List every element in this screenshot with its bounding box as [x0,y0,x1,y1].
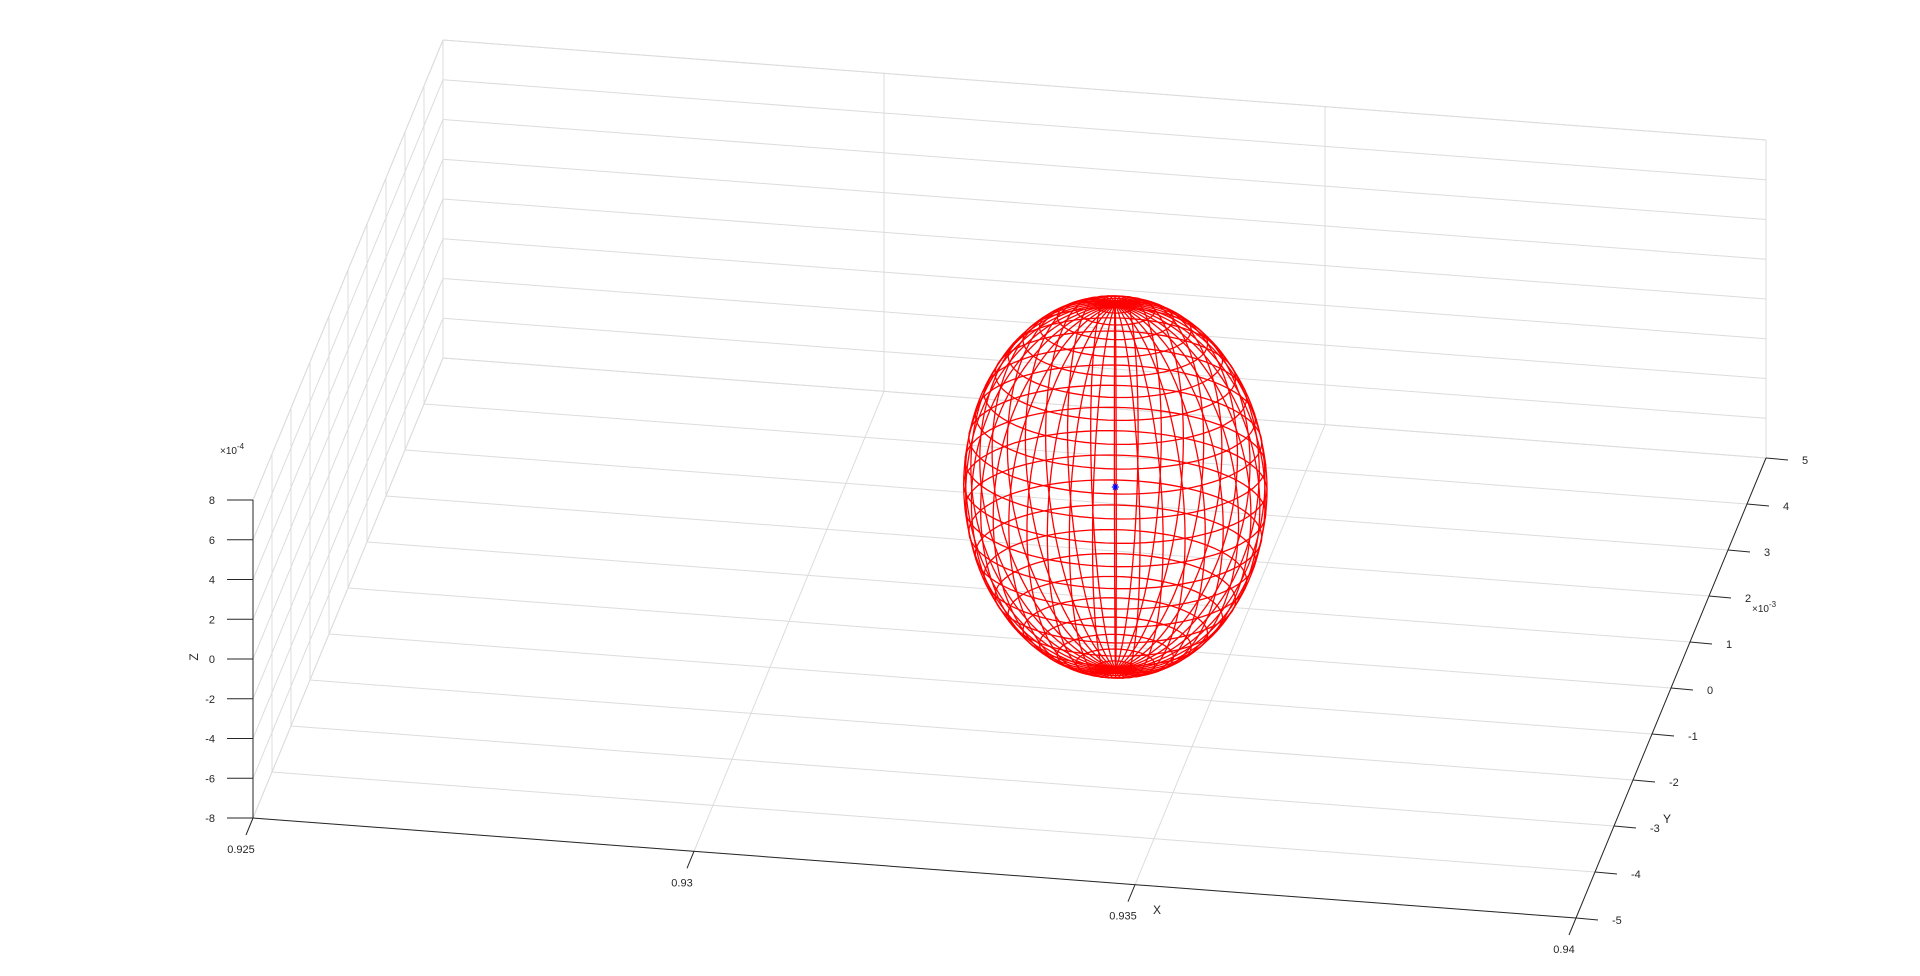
floor-grid-y-9 [423,403,1748,505]
z-tick-label-2: -4 [205,734,215,746]
z-tick-label-6: 4 [209,575,215,587]
x-tick-3 [1568,917,1577,936]
back-grid-z-3 [442,238,1767,340]
y-tick-6 [1689,641,1713,645]
mesh-parallel-19 [1022,597,1209,668]
mesh-parallel-12 [963,430,1268,544]
y-tick-9 [1746,503,1770,507]
z-tick-label-1: -6 [205,773,215,785]
y-tick-2 [1613,825,1637,829]
floor-grid-y-8 [404,449,1729,551]
center-marker-layer [1111,483,1119,491]
center-marker-stroke-3 [1112,484,1119,490]
back-grid-z-6 [442,119,1767,220]
y-tick-10 [1765,457,1789,461]
mesh-parallel-6 [1007,317,1224,399]
mesh-parallel-20 [1038,616,1192,675]
x-tick-label-1: 0.93 [671,877,692,889]
floor-grid-y-4 [328,633,1653,735]
y-tick-label-10: 5 [1802,455,1808,467]
y-tick-label-6: 1 [1726,639,1732,651]
z-axis-label: Z [187,653,201,660]
mesh-parallel-1 [1094,297,1136,314]
z-tick-label-3: -2 [205,694,215,706]
mesh-parallel-14 [968,479,1263,590]
left-grid-z-2 [252,278,444,739]
mesh-parallel-23 [1094,660,1136,677]
axes-box-edges [252,39,1767,501]
left-grid-z-4 [252,198,444,660]
x-axis-label: X [1153,903,1161,917]
z-tick-label-8: 8 [209,495,215,507]
y-tick-label-9: 4 [1783,501,1789,513]
mesh-parallel-22 [1075,648,1156,679]
mesh-parallel-17 [994,552,1237,644]
back-grid-z-5 [442,158,1767,260]
mesh-parallel-18 [1007,575,1224,657]
mesh-parallel-7 [994,330,1237,422]
left-grid-z-3 [252,238,444,699]
x-tick-1 [686,851,695,869]
y-tick-1 [1594,871,1618,875]
left-grid-z-5 [252,159,444,620]
y-tick-label-7: 2 [1745,593,1751,605]
back-grid-z-1 [442,317,1767,419]
y-exponent-power: -3 [1769,600,1777,609]
x-axis-line [252,817,1577,919]
y-tick-4 [1651,733,1675,737]
y-tick-label-1: -4 [1631,869,1641,881]
z-exponent-power: -4 [237,442,245,451]
mesh-parallel-8 [983,346,1248,446]
floor-grid-y-2 [290,725,1615,827]
y-tick-label-0: -5 [1612,915,1622,927]
z-axis-exponent: ×10-4 [220,442,245,457]
floor-grid-y-1 [271,771,1596,873]
ellipsoid-mesh [963,295,1268,679]
z-tick-label-0: -8 [205,813,215,825]
x-tick-0 [245,817,254,836]
y-tick-label-5: 0 [1707,685,1713,697]
left-grid-z-7 [252,79,444,540]
mesh-parallel-9 [974,364,1257,470]
y-tick-label-8: 3 [1764,547,1770,559]
left-grid-z-6 [252,119,444,580]
y-axis-exponent: ×10-3 [1752,600,1777,615]
back-grid-z-4 [442,198,1767,300]
z-tick-label-4: 0 [209,654,215,666]
x-tick-label-2: 0.935 [1109,911,1137,923]
y-tick-label-4: -1 [1688,731,1698,743]
x-tick-label-3: 0.94 [1553,944,1574,956]
box-edge-top-left [252,39,444,501]
box-edge-top-back [442,39,1767,141]
floor-grid-y-5 [347,587,1672,689]
y-tick-5 [1670,687,1694,691]
mesh-parallel-15 [974,504,1257,610]
y-tick-label-3: -2 [1669,777,1679,789]
x-tick-2 [1127,884,1136,902]
floor-grid-y-3 [309,679,1634,781]
mesh-parallel-13 [964,454,1267,568]
z-tick-label-5: 2 [209,614,215,626]
y-tick-3 [1632,779,1656,783]
tick-labels: 0.925 0.93 0.935 0.94 -5 -4 -3 -2 -1 0 1 2 3 4 5 -8 -6 -4… [205,455,1808,956]
mesh-parallel-11 [964,406,1267,520]
y-tick-7 [1708,595,1732,599]
y-tick-0 [1575,917,1599,921]
mesh-parallel-4 [1038,299,1192,358]
mesh-parallel-10 [968,384,1263,495]
tick-marks [227,457,1789,936]
z-exponent-base: ×10 [220,446,237,457]
back-grid-z-2 [442,278,1767,379]
left-grid-z-1 [252,318,444,779]
back-grid-z-7 [442,79,1767,181]
y-exponent-base: ×10 [1752,604,1769,615]
y-tick-8 [1727,549,1751,553]
x-tick-label-0: 0.925 [227,844,255,856]
y-axis-label: Y [1663,812,1671,826]
y-tick-label-2: -3 [1650,823,1660,835]
z-tick-label-7: 6 [209,535,215,547]
